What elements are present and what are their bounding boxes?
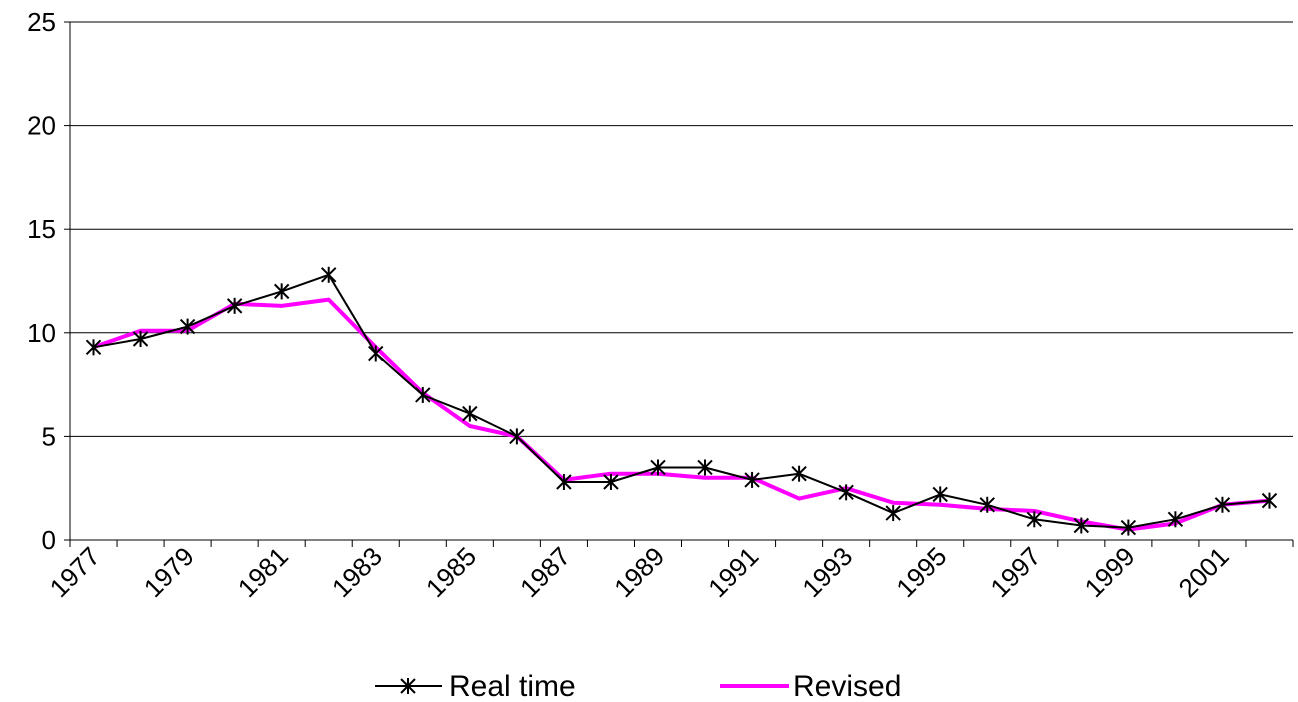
data-point-real-time [321, 266, 337, 283]
axes [64, 21, 1294, 547]
data-point-real-time [132, 331, 149, 348]
gridlines [70, 21, 1293, 437]
data-point-real-time [697, 459, 713, 476]
data-point-real-time [838, 484, 854, 501]
x-tick-label: 1995 [890, 541, 952, 603]
x-tick-label: 1987 [514, 541, 576, 603]
data-point-real-time [932, 486, 948, 503]
data-point-real-time [885, 505, 901, 522]
y-tick-label: 15 [27, 214, 56, 244]
data-point-real-time [226, 297, 243, 314]
x-tick-label: 1997 [984, 541, 1046, 603]
legend-item-real-time: Real time [375, 670, 576, 702]
x-tick-label: 1981 [232, 541, 294, 603]
data-point-real-time [1261, 492, 1278, 509]
x-tick-label: 1999 [1078, 541, 1140, 603]
data-point-real-time [273, 283, 290, 300]
x-tick-label: 1989 [608, 541, 670, 603]
data-point-real-time [1120, 519, 1137, 536]
data-point-real-time [179, 318, 196, 335]
y-tick-label: 5 [42, 421, 56, 451]
x-axis-tick-labels: 1977 1979 1981 1983 1985 1987 1989 1991 1993 1995… [44, 541, 1235, 603]
y-axis-tick-labels: 0 5 10 15 20 25 [27, 7, 56, 555]
data-point-real-time [1167, 511, 1184, 528]
data-point-real-time [979, 496, 995, 513]
data-point-real-time [650, 459, 666, 476]
y-tick-label: 0 [42, 525, 56, 555]
legend: Real time Revised [375, 670, 901, 702]
series-line-revised [92, 297, 1270, 532]
data-point-real-time [1214, 496, 1231, 513]
x-tick-label: 1991 [702, 541, 764, 603]
x-tick-label: 1983 [326, 541, 388, 603]
data-point-real-time [603, 473, 619, 490]
data-point-real-time [415, 386, 431, 403]
series-lines [85, 266, 1278, 536]
data-point-real-time [509, 428, 525, 445]
x-tick-label: 1993 [796, 541, 858, 603]
legend-marker-real-time [400, 678, 416, 694]
legend-asterisk-icon [400, 678, 416, 694]
data-point-real-time [368, 345, 384, 362]
data-point-real-time [556, 473, 572, 490]
data-point-real-time [791, 465, 807, 482]
y-tick-label: 10 [27, 318, 56, 348]
data-point-real-time [744, 471, 760, 488]
legend-label-revised: Revised [793, 670, 901, 702]
x-tick-label: 1979 [138, 541, 200, 603]
series-line-real-time [93, 273, 1270, 529]
data-point-real-time [462, 405, 478, 422]
y-tick-label: 20 [27, 111, 56, 141]
legend-label-real-time: Real time [449, 670, 576, 702]
legend-item-revised: Revised [720, 670, 901, 702]
data-point-real-time [1073, 517, 1090, 534]
x-tick-label: 2001 [1173, 541, 1235, 603]
x-tick-label: 1985 [420, 541, 482, 603]
y-tick-label: 25 [27, 7, 56, 37]
data-point-real-time [85, 339, 102, 356]
data-point-real-time [1026, 511, 1042, 528]
